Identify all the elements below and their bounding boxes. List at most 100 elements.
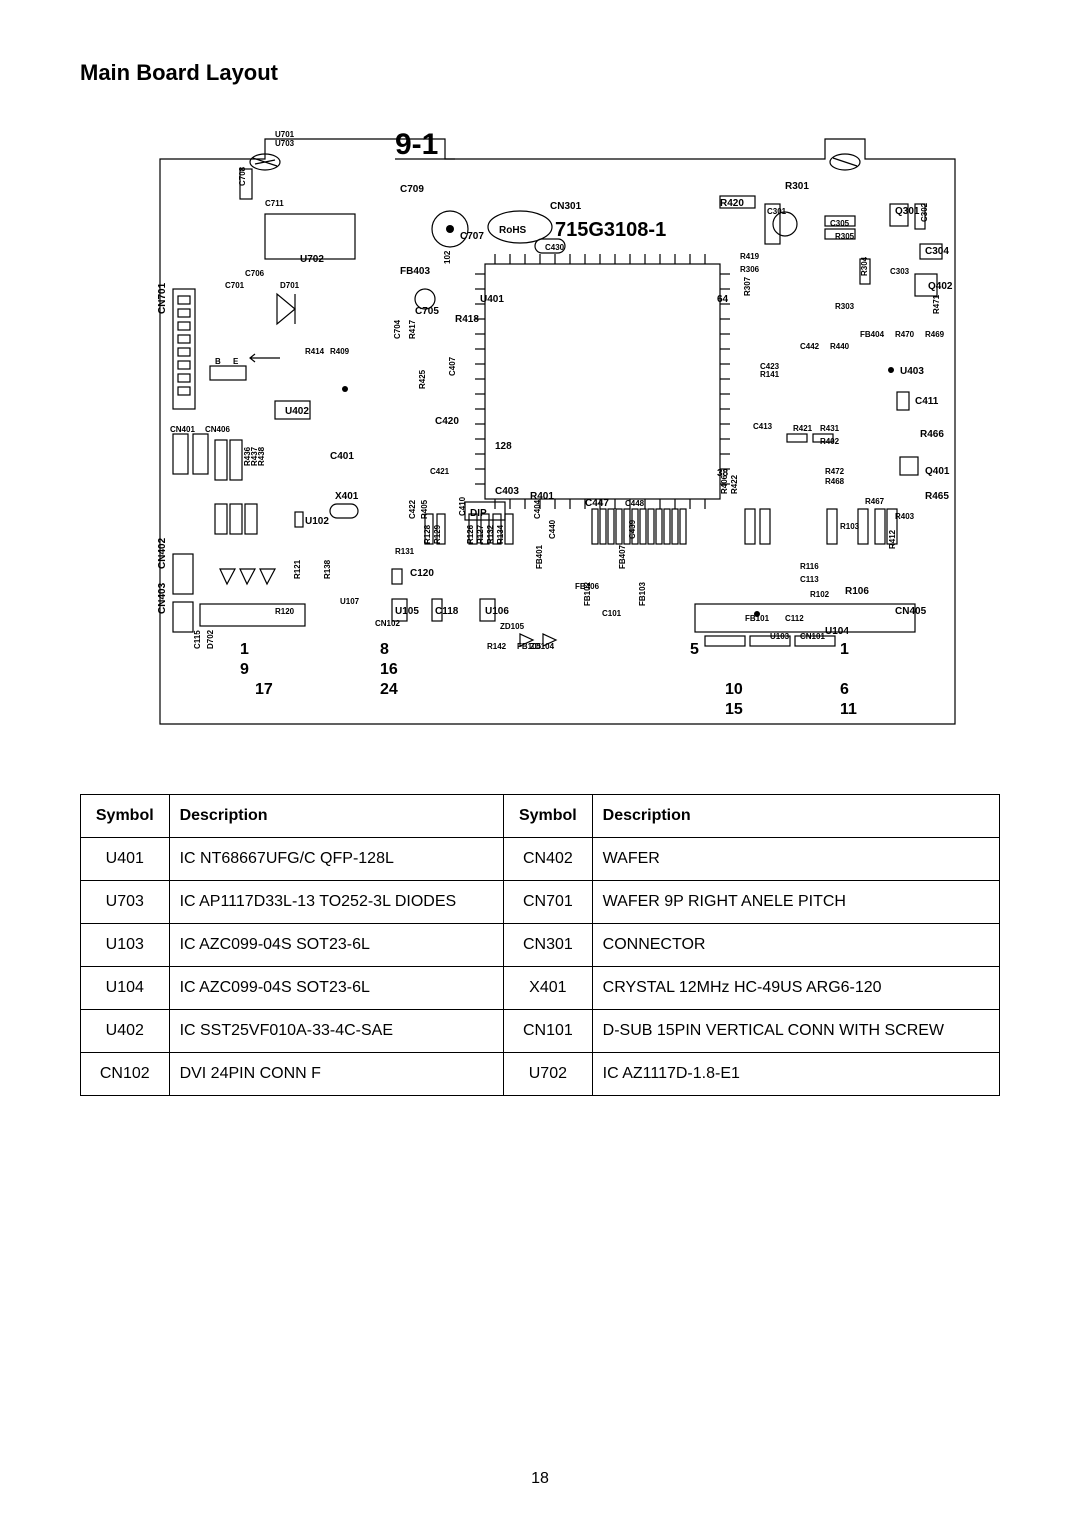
pcb-ref-u106: U106 bbox=[485, 606, 509, 617]
pcb-ref-c420: C420 bbox=[435, 416, 459, 427]
pcb-ref-d701: D701 bbox=[280, 281, 300, 290]
pcb-ref-r412: R412 bbox=[888, 529, 897, 549]
cell-desc: IC SST25VF010A-33-4C-SAE bbox=[169, 1010, 504, 1053]
pcb-ref-r128: R128 bbox=[423, 524, 432, 544]
cell-symbol: U703 bbox=[81, 881, 170, 924]
cell-desc: IC AZ1117D-1.8-E1 bbox=[592, 1053, 999, 1096]
pcb-ref-c120: C120 bbox=[410, 568, 434, 579]
pcb-ref-r102: R102 bbox=[810, 590, 830, 599]
pcb-ref-c411: C411 bbox=[915, 396, 939, 407]
pcb-ref-r402: R402 bbox=[820, 437, 840, 446]
pcb-ref-c707: C707 bbox=[460, 231, 484, 242]
cell-symbol: CN102 bbox=[81, 1053, 170, 1096]
pcb-ref-r307: R307 bbox=[743, 276, 752, 296]
cell-desc: CONNECTOR bbox=[592, 924, 999, 967]
table-row: U103IC AZC099-04S SOT23-6LCN301CONNECTOR bbox=[81, 924, 1000, 967]
pcb-ref-r131: R131 bbox=[395, 547, 415, 556]
pcb-ref-9: 9 bbox=[240, 661, 249, 678]
th-symbol-1: Symbol bbox=[81, 795, 170, 838]
pcb-ref-11: 11 bbox=[840, 701, 857, 718]
cell-desc: WAFER bbox=[592, 838, 999, 881]
pcb-ref-c706: C706 bbox=[245, 269, 265, 278]
pcb-ref-u401: U401 bbox=[480, 294, 504, 305]
svg-text:E: E bbox=[233, 357, 239, 366]
pcb-ref-r431: R431 bbox=[820, 424, 840, 433]
pcb-ref-c413: C413 bbox=[753, 422, 773, 431]
pcb-ref-r138: R138 bbox=[323, 559, 332, 579]
pcb-ref-c301: C301 bbox=[767, 207, 787, 216]
cell-symbol: CN402 bbox=[504, 838, 593, 881]
pcb-ref-c101: C101 bbox=[602, 609, 622, 618]
pcb-ref-r467: R467 bbox=[865, 497, 885, 506]
cell-desc: CRYSTAL 12MHz HC-49US ARG6-120 bbox=[592, 967, 999, 1010]
cell-desc: D-SUB 15PIN VERTICAL CONN WITH SCREW bbox=[592, 1010, 999, 1053]
pcb-ref-u107: U107 bbox=[340, 597, 360, 606]
pcb-ref-c439: C439 bbox=[628, 519, 637, 539]
pcb-ref-c442: C442 bbox=[800, 342, 820, 351]
pcb-ref-fb101: FB101 bbox=[745, 614, 770, 623]
pcb-ref-fb404: FB404 bbox=[860, 330, 885, 339]
pcb-ref-c421: C421 bbox=[430, 467, 450, 476]
pcb-ref-r468: R468 bbox=[825, 477, 845, 486]
table-row: CN102DVI 24PIN CONN FU702IC AZ1117D-1.8-… bbox=[81, 1053, 1000, 1096]
pcb-ref-r438: R438 bbox=[257, 446, 266, 466]
pcb-ref-fb401: FB401 bbox=[535, 544, 544, 569]
pcb-ref-r403: R403 bbox=[895, 512, 915, 521]
pcb-ref-fb105: FB105 bbox=[517, 642, 542, 651]
pcb-ref-r127: R127 bbox=[476, 524, 485, 544]
pcb-ref-c447: C447 bbox=[585, 498, 609, 509]
table-row: U402IC SST25VF010A-33-4C-SAECN101D-SUB 1… bbox=[81, 1010, 1000, 1053]
pcb-ref-u403: U403 bbox=[900, 366, 924, 377]
component-table: Symbol Description Symbol Description U4… bbox=[80, 794, 1000, 1096]
pcb-ref-u105: U105 bbox=[395, 606, 419, 617]
pcb-ref-c422: C422 bbox=[408, 499, 417, 519]
pcb-ref-r303: R303 bbox=[835, 302, 855, 311]
pcb-ref-c304: C304 bbox=[925, 246, 949, 257]
pcb-ref-r301: R301 bbox=[785, 181, 809, 192]
pcb-ref-128: 128 bbox=[495, 441, 512, 452]
pcb-ref-17: 17 bbox=[255, 681, 273, 698]
page-number: 18 bbox=[531, 1470, 549, 1488]
pcb-ref-r406: R406 bbox=[720, 474, 729, 494]
pcb-ref-r120: R120 bbox=[275, 607, 295, 616]
big-label: 9-1 bbox=[395, 128, 438, 161]
th-desc-1: Description bbox=[169, 795, 504, 838]
pcb-ref-r421: R421 bbox=[793, 424, 813, 433]
cell-desc: WAFER 9P RIGHT ANELE PITCH bbox=[592, 881, 999, 924]
pcb-ref-u701: U701 bbox=[275, 130, 295, 139]
pcb-ref-1: 1 bbox=[840, 641, 849, 658]
pcb-ref-q402: Q402 bbox=[928, 281, 953, 292]
pcb-ref-cn402: CN402 bbox=[157, 537, 168, 569]
pcb-ref-r142: R142 bbox=[487, 642, 507, 651]
pcb-ref-r126: R126 bbox=[466, 524, 475, 544]
pcb-ref-c113: C113 bbox=[800, 575, 819, 584]
pcb-ref-16: 16 bbox=[380, 661, 398, 678]
pcb-ref-fb403: FB403 bbox=[400, 266, 430, 277]
pcb-ref-cn102: CN102 bbox=[375, 619, 400, 628]
pcb-ref-r116: R116 bbox=[800, 562, 819, 571]
svg-text:B: B bbox=[215, 357, 221, 366]
pcb-ref-r304: R304 bbox=[860, 256, 869, 276]
pcb-ref-q301: Q301 bbox=[895, 206, 920, 217]
pcb-ref-r405: R405 bbox=[420, 499, 429, 519]
cell-symbol: CN301 bbox=[504, 924, 593, 967]
pcb-ref-u103: U103 bbox=[770, 632, 790, 641]
pcb-ref-c118: C118 bbox=[435, 606, 459, 617]
pcb-ref-c704: C704 bbox=[393, 319, 402, 339]
pcb-ref-u102: U102 bbox=[305, 516, 329, 527]
pcb-ref-r132: R132 bbox=[486, 524, 495, 544]
cell-desc: DVI 24PIN CONN F bbox=[169, 1053, 504, 1096]
table-row: U401IC NT68667UFG/C QFP-128LCN402WAFER bbox=[81, 838, 1000, 881]
cell-symbol: CN701 bbox=[504, 881, 593, 924]
pcb-ref-r129: R129 bbox=[433, 524, 442, 544]
pcb-ref-r472: R472 bbox=[825, 467, 845, 476]
pcb-ref-r414: R414 bbox=[305, 347, 325, 356]
pcb-ref-c403: C403 bbox=[495, 486, 519, 497]
pcb-ref-r466: R466 bbox=[920, 429, 944, 440]
cell-symbol: CN101 bbox=[504, 1010, 593, 1053]
pcb-ref-1: 1 bbox=[240, 641, 249, 658]
pcb-ref-c401: C401 bbox=[330, 451, 354, 462]
pcb-ref-6: 6 bbox=[840, 681, 849, 698]
cell-desc: IC AZC099-04S SOT23-6L bbox=[169, 924, 504, 967]
pcb-ref-c705: C705 bbox=[415, 306, 439, 317]
